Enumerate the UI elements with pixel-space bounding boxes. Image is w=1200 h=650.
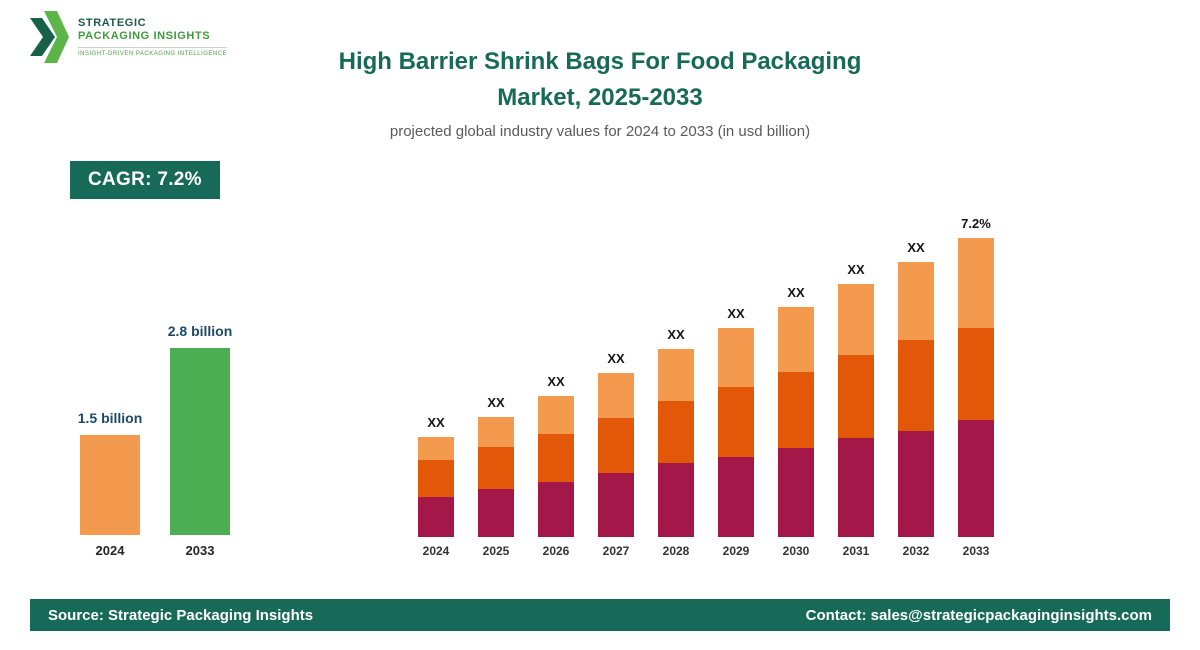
bar-segment-dark-orange bbox=[538, 434, 574, 482]
brand-name-line2: PACKAGING INSIGHTS bbox=[78, 30, 211, 42]
bar-year-label: 2031 bbox=[842, 544, 870, 558]
stacked-bar bbox=[958, 238, 994, 537]
bar-year-label: 2033 bbox=[962, 544, 990, 558]
bar-segment-dark-orange bbox=[478, 447, 514, 489]
bar-segment-dark-red bbox=[478, 489, 514, 537]
bar-value-label: XX bbox=[427, 415, 445, 430]
bar-year-label: 2024 bbox=[422, 544, 450, 558]
mini-bar bbox=[80, 435, 140, 535]
bar-year-label: 2029 bbox=[722, 544, 750, 558]
bar-segment-dark-red bbox=[778, 448, 814, 537]
page-title-line2: Market, 2025-2033 bbox=[497, 84, 703, 111]
bar-segment-dark-red bbox=[658, 463, 694, 537]
bar-segment-dark-red bbox=[418, 497, 454, 537]
bar-segment-light-orange bbox=[418, 437, 454, 460]
mini-bar-group: 2.8 billion 2033 bbox=[167, 323, 233, 558]
bar-value-label: XX bbox=[847, 262, 865, 277]
bar-year-label: 2028 bbox=[662, 544, 690, 558]
bar-year-label: 2025 bbox=[482, 544, 510, 558]
bar-value-label: XX bbox=[547, 374, 565, 389]
main-chart: XX 2024 XX 2025 XX 2026 XX 2027 XX 2028 XX 2029 XX 20… bbox=[418, 216, 994, 558]
bar-segment-light-orange bbox=[598, 373, 634, 418]
bar-segment-dark-orange bbox=[658, 401, 694, 463]
bar-value-label: XX bbox=[487, 395, 505, 410]
bar-year-label: 2026 bbox=[542, 544, 570, 558]
chevron-logo-icon bbox=[30, 11, 69, 63]
bar-segment-dark-orange bbox=[718, 387, 754, 457]
stacked-bar-group: XX 2026 bbox=[538, 374, 574, 558]
stacked-bar-group: XX 2027 bbox=[598, 351, 634, 558]
bar-value-label: XX bbox=[607, 351, 625, 366]
bar-segment-dark-red bbox=[898, 431, 934, 537]
bar-segment-dark-red bbox=[718, 457, 754, 537]
bar-segment-dark-orange bbox=[898, 340, 934, 431]
mini-bar-value-label: 2.8 billion bbox=[167, 323, 233, 339]
stacked-bar-group: XX 2028 bbox=[658, 327, 694, 558]
bar-segment-dark-orange bbox=[958, 328, 994, 420]
page-title-line1: High Barrier Shrink Bags For Food Packag… bbox=[338, 48, 862, 75]
bar-year-label: 2032 bbox=[902, 544, 930, 558]
stacked-bar bbox=[778, 307, 814, 537]
brand-tagline: INSIGHT-DRIVEN PACKAGING INTELLIGENCE bbox=[78, 51, 228, 57]
bar-segment-light-orange bbox=[658, 349, 694, 401]
bar-value-label: XX bbox=[787, 285, 805, 300]
bar-value-label: 7.2% bbox=[961, 216, 991, 231]
bar-segment-light-orange bbox=[538, 396, 574, 434]
mini-bar bbox=[170, 348, 230, 535]
stacked-bar bbox=[478, 417, 514, 537]
stacked-bar-group: XX 2024 bbox=[418, 415, 454, 558]
stacked-bar-group: XX 2029 bbox=[718, 306, 754, 558]
bar-segment-light-orange bbox=[898, 262, 934, 340]
mini-bar-year-label: 2024 bbox=[95, 543, 125, 558]
bar-segment-dark-orange bbox=[838, 355, 874, 438]
stacked-bar bbox=[538, 396, 574, 537]
footer-bar: Source: Strategic Packaging Insights Con… bbox=[30, 599, 1170, 631]
bar-value-label: XX bbox=[727, 306, 745, 321]
mini-chart: 1.5 billion 2024 2.8 billion 2033 bbox=[77, 323, 233, 558]
footer-contact: Contact: sales@strategicpackaginginsight… bbox=[805, 606, 1152, 624]
logo-divider bbox=[78, 47, 228, 48]
brand-logo: STRATEGIC PACKAGING INSIGHTS INSIGHT-DRI… bbox=[30, 10, 228, 64]
bar-segment-dark-red bbox=[538, 482, 574, 537]
brand-name-line1: STRATEGIC bbox=[78, 17, 147, 29]
stacked-bar-group: 7.2% 2033 bbox=[958, 216, 994, 558]
bar-segment-light-orange bbox=[778, 307, 814, 372]
bar-segment-dark-red bbox=[598, 473, 634, 537]
bar-segment-dark-orange bbox=[598, 418, 634, 473]
bar-segment-dark-red bbox=[838, 438, 874, 537]
mini-bar-group: 1.5 billion 2024 bbox=[77, 410, 143, 558]
bar-segment-dark-red bbox=[958, 420, 994, 537]
cagr-badge: CAGR: 7.2% bbox=[70, 161, 220, 199]
stacked-bar bbox=[898, 262, 934, 537]
stacked-bar-group: XX 2032 bbox=[898, 240, 934, 558]
bar-segment-light-orange bbox=[958, 238, 994, 328]
stacked-bar bbox=[598, 373, 634, 537]
page-subtitle: projected global industry values for 202… bbox=[389, 123, 811, 140]
brand-logo-text: STRATEGIC PACKAGING INSIGHTS INSIGHT-DRI… bbox=[78, 10, 228, 57]
bar-segment-dark-orange bbox=[418, 460, 454, 497]
stacked-bar bbox=[718, 328, 754, 537]
bar-year-label: 2027 bbox=[602, 544, 630, 558]
stacked-bar-group: XX 2030 bbox=[778, 285, 814, 558]
bar-segment-light-orange bbox=[478, 417, 514, 447]
mini-bar-value-label: 1.5 billion bbox=[77, 410, 143, 426]
stacked-bar bbox=[838, 284, 874, 537]
bar-value-label: XX bbox=[667, 327, 685, 342]
bar-segment-light-orange bbox=[838, 284, 874, 355]
footer-source: Source: Strategic Packaging Insights bbox=[48, 606, 314, 624]
mini-bar-year-label: 2033 bbox=[185, 543, 215, 558]
bar-segment-light-orange bbox=[718, 328, 754, 387]
bar-value-label: XX bbox=[907, 240, 925, 255]
stacked-bar-group: XX 2025 bbox=[478, 395, 514, 558]
stacked-bar-group: XX 2031 bbox=[838, 262, 874, 558]
stacked-bar bbox=[418, 437, 454, 537]
bar-year-label: 2030 bbox=[782, 544, 810, 558]
bar-segment-dark-orange bbox=[778, 372, 814, 448]
stacked-bar bbox=[658, 349, 694, 537]
header: High Barrier Shrink Bags For Food Packag… bbox=[0, 44, 1200, 140]
